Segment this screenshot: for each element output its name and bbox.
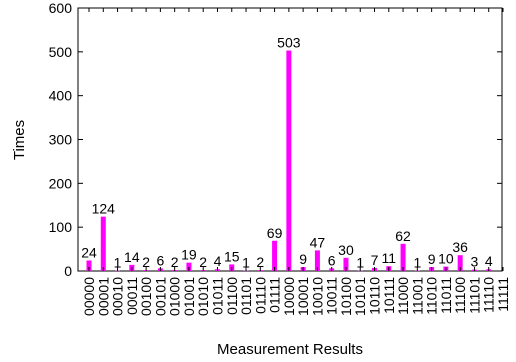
x-tick-label: 01010 (195, 277, 211, 316)
bar-value-label: 15 (224, 248, 240, 264)
bar-value-label: 14 (124, 249, 140, 265)
bar-value-label: 4 (214, 253, 222, 269)
x-tick-label: 11100 (452, 277, 468, 314)
y-tick-label: 400 (49, 88, 73, 104)
x-tick-label: 00010 (110, 277, 126, 316)
bar-value-label: 1 (114, 255, 122, 271)
x-tick-label: 11011 (438, 277, 454, 314)
x-tick-label: 00100 (138, 277, 154, 316)
bar-value-label: 124 (92, 201, 116, 217)
x-tick-label: 11010 (424, 277, 440, 315)
bar-value-label: 3 (471, 254, 479, 270)
bar-value-label: 2 (199, 254, 207, 270)
x-tick-label: 11101 (466, 277, 482, 314)
x-axis-title: Measurement Results (217, 341, 363, 358)
y-tick-label: 0 (64, 263, 72, 279)
x-tick-label: 11111 (495, 277, 511, 312)
bar-value-label: 6 (328, 252, 336, 268)
x-tick-label: 10111 (381, 277, 397, 314)
bar-value-label: 2 (256, 254, 264, 270)
y-tick-label: 600 (49, 0, 73, 16)
bar-value-label: 19 (181, 247, 197, 263)
x-tick-label: 10100 (338, 277, 354, 316)
x-tick-label: 11000 (395, 277, 411, 315)
x-tick-label: 01100 (224, 277, 240, 315)
y-tick-label: 300 (49, 132, 73, 148)
bar-value-label: 10 (438, 251, 454, 267)
y-tick-label: 100 (49, 219, 73, 235)
x-tick-label: 10101 (352, 277, 368, 316)
bar (400, 243, 406, 271)
x-tick-label: 01000 (167, 277, 183, 316)
y-tick-label: 200 (49, 175, 73, 191)
x-tick-label: 00101 (152, 277, 168, 316)
bar-value-label: 1 (356, 255, 364, 271)
x-tick-label: 10011 (324, 277, 340, 315)
x-tick-label: 00011 (124, 277, 140, 315)
bar (272, 240, 278, 271)
bar-value-label: 1 (413, 255, 421, 271)
bar (86, 260, 92, 271)
bar-value-label: 9 (299, 251, 307, 267)
x-tick-label: 00001 (95, 277, 111, 316)
bar-value-label: 62 (395, 228, 411, 244)
bar (343, 257, 349, 271)
x-tick-label: 01001 (181, 277, 197, 316)
bar-value-label: 4 (485, 253, 493, 269)
x-tick-label: 01011 (209, 277, 225, 315)
y-axis: 0 100 200 300 400 500 600 (49, 0, 502, 279)
x-tick-label: 10001 (295, 277, 311, 316)
bar-value-label: 503 (277, 35, 301, 51)
bar-value-label: 24 (81, 244, 97, 260)
bar-value-label: 30 (338, 242, 354, 258)
bar-value-label: 69 (267, 225, 283, 241)
x-tick-label: 10000 (281, 277, 297, 316)
bar (286, 50, 292, 271)
bar (100, 216, 106, 271)
x-tick-label: 11001 (409, 277, 425, 315)
x-tick-label: 01110 (252, 277, 268, 314)
y-axis-title: Times (11, 120, 28, 160)
bar-value-label: 9 (428, 251, 436, 267)
bar-value-label: 6 (156, 252, 164, 268)
x-tick-label: 11110 (481, 277, 497, 313)
bar-value-label: 36 (452, 239, 468, 255)
x-tick-label: 10110 (367, 277, 383, 315)
bar (186, 262, 192, 271)
bar-value-label: 7 (371, 252, 379, 268)
bar-value-label: 2 (142, 254, 150, 270)
x-tick-label: 01101 (238, 277, 254, 315)
bars-group (86, 50, 492, 271)
bar-value-label: 47 (310, 234, 326, 250)
x-axis: 0000000001000100001100100001010100001001… (81, 8, 511, 316)
bar-value-label: 11 (382, 250, 397, 266)
x-tick-label: 10010 (309, 277, 325, 316)
x-tick-label: 00000 (81, 277, 97, 316)
bar-value-label: 1 (242, 255, 250, 271)
x-tick-label: 01111 (267, 277, 283, 313)
bar-value-label: 2 (171, 254, 179, 270)
bar (314, 250, 320, 271)
bar (457, 255, 463, 271)
y-tick-label: 500 (49, 44, 73, 60)
